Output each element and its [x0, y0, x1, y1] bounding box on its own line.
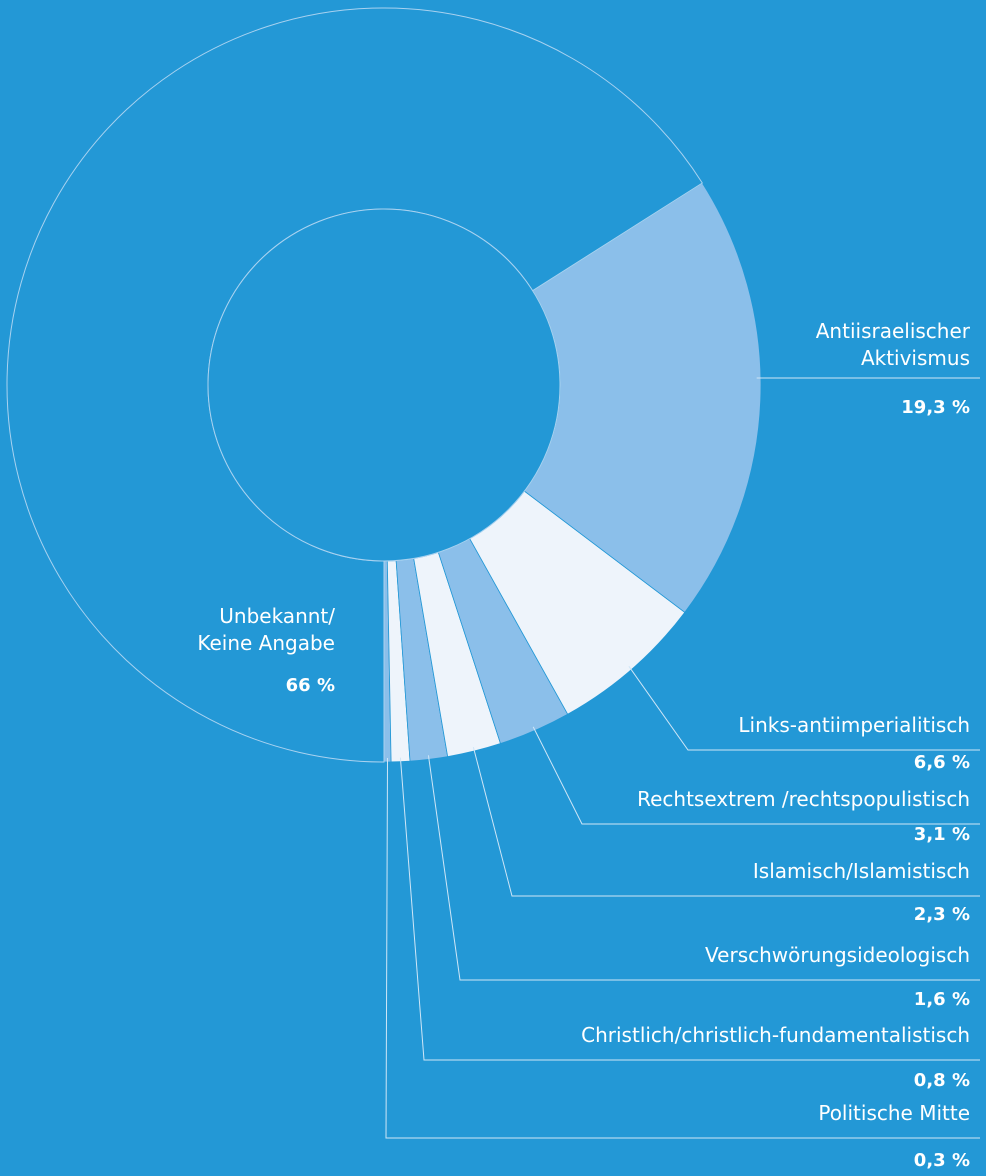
value-label: 0,3 %: [914, 1150, 970, 1171]
leader-line: [385, 757, 980, 1139]
slice-label: Christlich/christlich-fundamentalistisch: [581, 1023, 970, 1047]
value-label: 6,6 %: [914, 752, 970, 773]
leader-line: [427, 755, 980, 981]
slice-label: Unbekannt/Keine Angabe: [197, 604, 335, 655]
value-label: 19,3 %: [901, 397, 970, 418]
slice-label: Rechtsextrem /rechtspopulistisch: [637, 787, 970, 811]
value-label: 0,8 %: [914, 1070, 970, 1091]
value-label: 66 %: [286, 675, 335, 696]
donut-hole: [207, 208, 561, 562]
value-label: 1,6 %: [914, 989, 970, 1010]
slice-label: Antiisraelischer Aktivismus: [816, 319, 971, 370]
slice-label: Islamisch/Islamistisch: [753, 859, 970, 883]
leader-line: [472, 747, 980, 897]
slice-label: Verschwörungsideologisch: [705, 943, 970, 967]
value-label: 3,1 %: [914, 824, 970, 845]
leader-line: [628, 666, 980, 751]
leader-line: [532, 726, 980, 825]
slice-label: Links-antiimperialitisch: [738, 713, 970, 737]
value-label: 2,3 %: [914, 904, 970, 925]
slice-label: Politische Mitte: [818, 1101, 970, 1125]
leader-line: [399, 757, 980, 1061]
